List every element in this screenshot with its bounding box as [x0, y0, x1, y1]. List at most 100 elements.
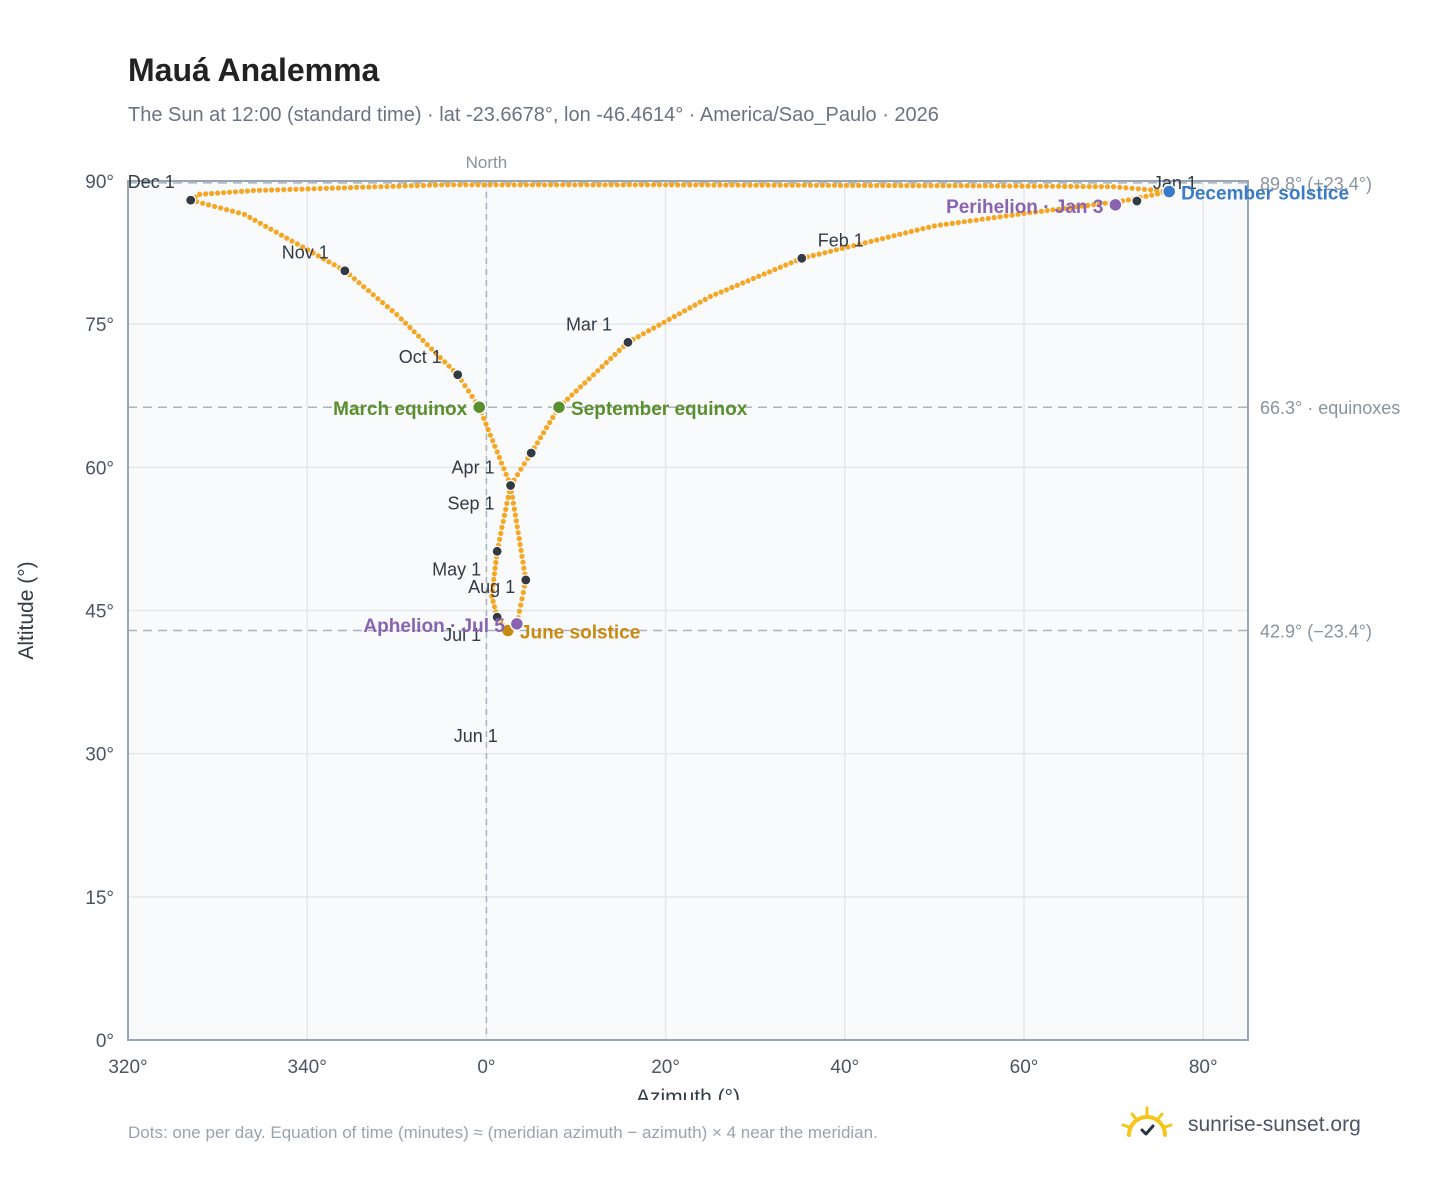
- day-dot: [747, 182, 753, 188]
- day-dot: [203, 191, 209, 197]
- day-dot: [616, 347, 622, 353]
- day-dot: [934, 183, 940, 189]
- day-dot: [487, 182, 493, 188]
- day-dot: [273, 229, 279, 235]
- day-dot: [489, 588, 495, 594]
- month-marker: [185, 194, 197, 206]
- day-dot: [407, 324, 413, 331]
- day-dot: [766, 269, 773, 275]
- day-dot: [868, 238, 874, 244]
- day-dot: [1079, 203, 1085, 209]
- day-dot: [940, 183, 946, 189]
- event-marker: [1161, 184, 1177, 199]
- day-dot: [1033, 209, 1039, 215]
- day-dot: [310, 250, 316, 256]
- day-dot: [521, 461, 527, 467]
- day-dot: [1003, 213, 1009, 219]
- day-dot: [287, 186, 293, 192]
- day-dot: [590, 182, 596, 188]
- day-dot: [278, 232, 285, 238]
- y-tick-label: 15°: [85, 888, 114, 909]
- day-dot: [958, 183, 964, 189]
- day-dot: [573, 388, 579, 394]
- day-dot: [511, 182, 517, 188]
- day-dot: [931, 223, 938, 229]
- day-dot: [490, 438, 496, 444]
- day-dot: [614, 182, 620, 188]
- day-dot: [862, 182, 868, 188]
- month-label: May 1: [432, 559, 481, 579]
- day-dot: [402, 320, 409, 326]
- day-dot: [952, 183, 958, 189]
- day-dot: [922, 183, 928, 189]
- day-dot: [644, 182, 651, 188]
- day-dot: [976, 183, 982, 189]
- day-dot: [442, 359, 448, 365]
- x-tick-label: 40°: [830, 1057, 859, 1078]
- brand[interactable]: sunrise-sunset.org: [1120, 1100, 1361, 1150]
- day-dot: [414, 183, 420, 189]
- day-dot: [839, 245, 845, 251]
- day-dot: [741, 182, 747, 188]
- day-dot: [326, 259, 332, 265]
- day-dot: [370, 292, 376, 298]
- day-dot: [493, 559, 499, 566]
- day-dot: [663, 182, 669, 188]
- day-dot: [534, 440, 541, 446]
- day-dot: [1062, 183, 1068, 189]
- day-dot: [582, 380, 588, 386]
- day-dot: [772, 266, 778, 273]
- day-dot: [361, 284, 367, 290]
- day-dot: [518, 602, 524, 608]
- day-dot: [244, 188, 251, 194]
- day-dot: [509, 494, 516, 500]
- month-label: Jun 1: [454, 726, 498, 746]
- day-dot: [988, 183, 995, 189]
- day-dot: [490, 582, 496, 588]
- day-dot: [697, 299, 703, 305]
- day-dot: [1021, 210, 1027, 217]
- day-dot: [446, 363, 452, 369]
- day-dot: [943, 221, 949, 227]
- day-dot: [850, 182, 856, 188]
- day-dot: [671, 313, 677, 320]
- y-tick-label: 90°: [85, 172, 114, 193]
- day-dot: [560, 182, 566, 188]
- day-dot: [572, 182, 578, 188]
- day-dot: [331, 262, 337, 268]
- day-dot: [1141, 186, 1148, 192]
- y-axis-label: Altitude (°): [15, 561, 38, 659]
- day-dot: [761, 271, 767, 277]
- day-dot: [970, 183, 976, 189]
- day-dot: [396, 183, 402, 189]
- day-dot: [315, 253, 321, 259]
- day-dot: [517, 182, 523, 188]
- day-dot: [734, 282, 740, 288]
- day-dot: [1001, 183, 1007, 189]
- day-dot: [874, 182, 880, 189]
- day-dot: [788, 260, 794, 266]
- day-dot: [886, 182, 892, 189]
- day-dot: [1135, 186, 1141, 192]
- sun-logo-icon: [1121, 1106, 1173, 1137]
- day-dot: [1015, 211, 1021, 217]
- reference-line-label: 66.3° · equinoxes: [1260, 398, 1400, 418]
- day-dot: [723, 287, 730, 293]
- day-dot: [433, 350, 439, 356]
- day-dot: [499, 460, 505, 466]
- day-dot: [1067, 205, 1073, 211]
- day-dot: [745, 278, 751, 284]
- day-dot: [341, 185, 348, 191]
- day-dot: [891, 233, 897, 239]
- day-dot: [603, 360, 610, 366]
- day-dot: [565, 396, 571, 402]
- day-dot: [1007, 183, 1013, 189]
- day-dot: [833, 247, 840, 253]
- day-dot: [229, 208, 236, 214]
- day-dot: [569, 392, 575, 398]
- day-dot: [920, 226, 926, 232]
- day-dot: [426, 182, 433, 188]
- month-label: Jul 1: [443, 625, 481, 645]
- day-dot: [372, 184, 378, 190]
- day-dot: [904, 183, 910, 189]
